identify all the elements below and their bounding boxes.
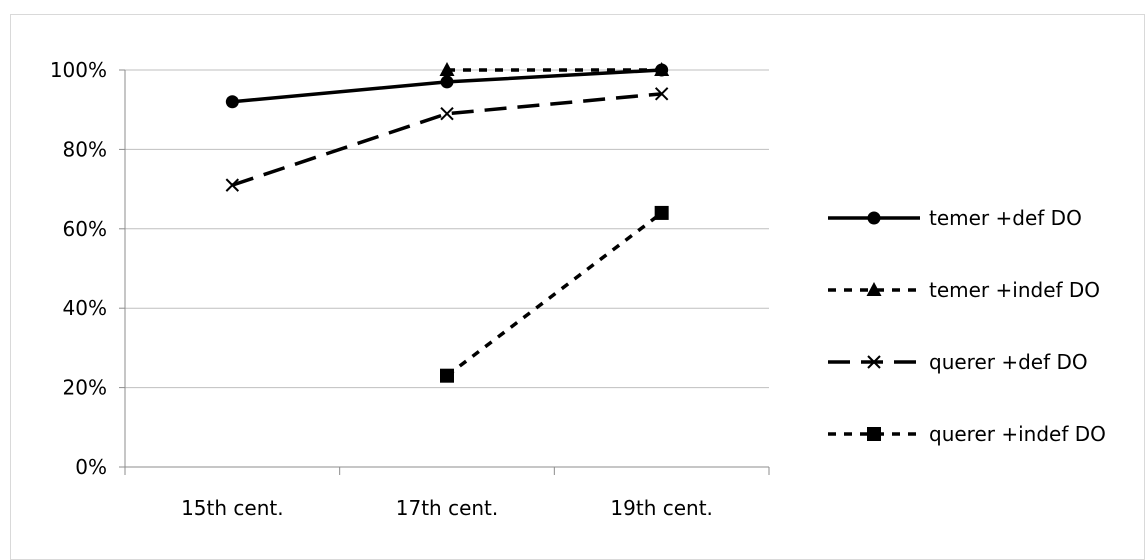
marker-x-stroke bbox=[225, 178, 240, 192]
x-tick-label: 17th cent. bbox=[396, 496, 499, 520]
legend-item: querer +def DO bbox=[828, 350, 1088, 374]
legend-item: querer +indef DO bbox=[828, 422, 1106, 446]
marker-triangle bbox=[439, 62, 455, 76]
marker-x-stroke bbox=[654, 87, 669, 101]
series-group bbox=[225, 62, 670, 383]
chart-frame bbox=[10, 14, 1145, 560]
series-2 bbox=[439, 62, 670, 76]
series-3 bbox=[225, 87, 669, 192]
marker-circle bbox=[225, 95, 239, 109]
marker-square bbox=[867, 427, 881, 441]
y-tick-label: 100% bbox=[50, 58, 107, 82]
series-4 bbox=[440, 205, 669, 383]
legend-label: querer +def DO bbox=[929, 350, 1088, 374]
marker-x bbox=[654, 87, 669, 101]
gridlines bbox=[125, 69, 769, 389]
series-line bbox=[445, 211, 663, 378]
y-tick-label: 0% bbox=[75, 455, 107, 479]
y-tick-label: 80% bbox=[63, 137, 107, 161]
series-line bbox=[231, 92, 662, 187]
marker-x bbox=[225, 178, 240, 192]
marker-x bbox=[440, 106, 454, 121]
y-tick-label: 60% bbox=[63, 217, 107, 241]
marker-circle bbox=[867, 211, 881, 225]
marker-triangle bbox=[866, 282, 882, 296]
x-tick-labels: 15th cent. 17th cent. 19th cent. bbox=[181, 496, 713, 520]
marker-circle bbox=[440, 75, 454, 89]
marker-square bbox=[654, 205, 669, 220]
x-tick-label: 19th cent. bbox=[610, 496, 713, 520]
marker-x-stroke bbox=[867, 355, 881, 369]
series-1 bbox=[225, 63, 669, 109]
marker-x-stroke bbox=[440, 106, 454, 121]
legend-label: temer +indef DO bbox=[929, 278, 1100, 302]
legend-label: querer +indef DO bbox=[929, 422, 1106, 446]
y-tick-label: 20% bbox=[63, 376, 107, 400]
y-tick-labels: 0% 20% 40% 60% 80% 100% bbox=[50, 58, 107, 479]
legend-item: temer +indef DO bbox=[828, 278, 1100, 302]
marker-triangle bbox=[654, 62, 670, 76]
axes bbox=[119, 69, 770, 475]
legend: temer +def DO temer +indef DO querer +def … bbox=[828, 206, 1106, 446]
marker-x bbox=[867, 355, 881, 369]
y-tick-label: 40% bbox=[63, 296, 107, 320]
marker-square bbox=[440, 368, 454, 383]
legend-item: temer +def DO bbox=[828, 206, 1082, 230]
x-tick-label: 15th cent. bbox=[181, 496, 284, 520]
legend-label: temer +def DO bbox=[929, 206, 1082, 230]
